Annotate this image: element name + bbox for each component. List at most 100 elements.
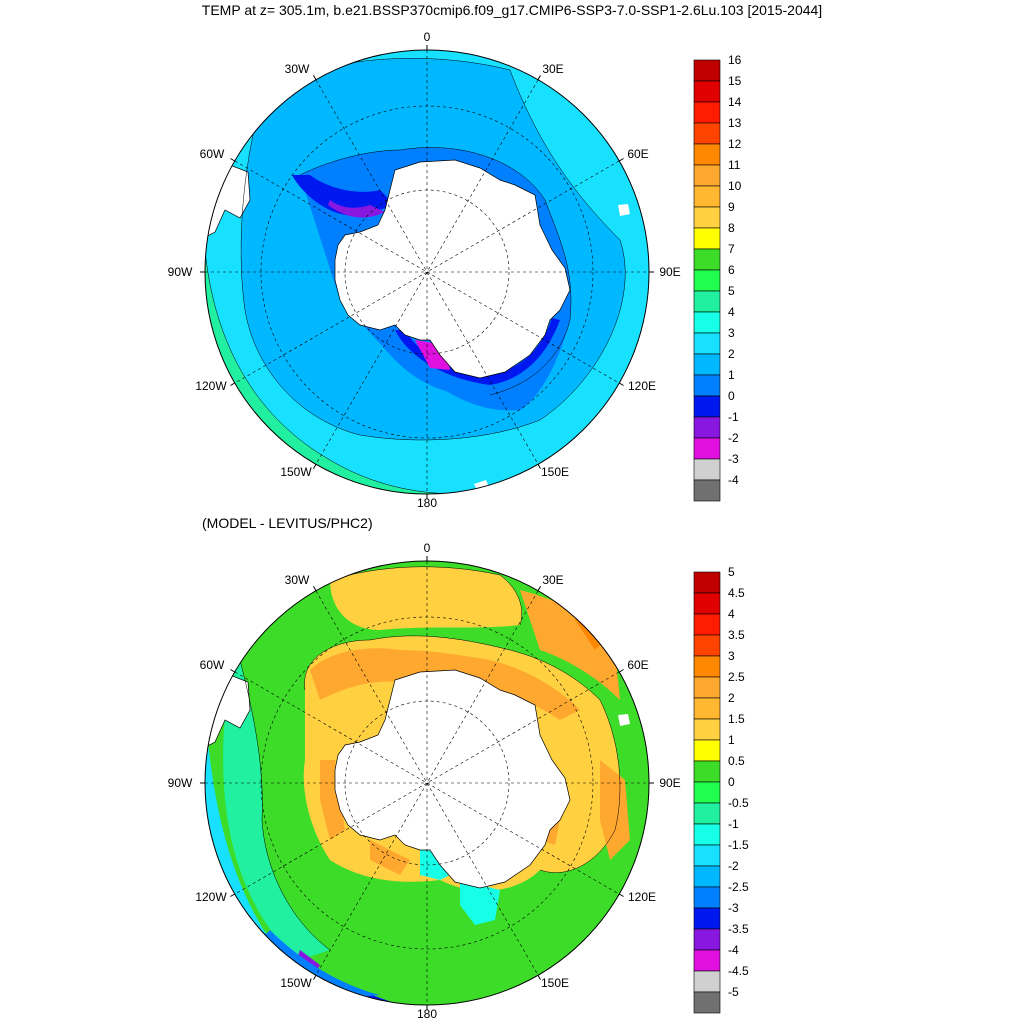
colorbar-swatch (693, 311, 721, 334)
longitude-tick (537, 975, 541, 980)
colorbar-swatch (693, 823, 721, 846)
colorbar-tick-label: -1 (728, 410, 739, 424)
lon-label-120w: 120W (195, 379, 227, 393)
colorbar-tick-label: 16 (728, 53, 742, 67)
colorbar-tick-label: -5 (728, 985, 739, 999)
lon-label-90w: 90W (168, 776, 193, 790)
colorbar-swatch (693, 844, 721, 867)
colorbar-swatch (693, 206, 721, 229)
longitude-tick (619, 669, 624, 673)
colorbar-tick-label: -2 (728, 859, 739, 873)
colorbar-tick-label: 4.5 (728, 586, 745, 600)
colorbar-swatch (693, 907, 721, 930)
colorbar-tick-label: -3 (728, 452, 739, 466)
colorbar-swatch (693, 760, 721, 783)
colorbar-swatch (693, 697, 721, 720)
temperature-map: 0 30E 60E 90E 120E 150E 180 150W 120W 90… (168, 30, 681, 510)
longitude-tick (313, 975, 317, 980)
colorbar-swatch (693, 458, 721, 481)
colorbar-tick-label: -1.5 (728, 838, 749, 852)
lon-label-60w: 60W (200, 147, 225, 161)
longitude-tick (537, 586, 541, 591)
colorbar-tick-label: -4 (728, 473, 739, 487)
longitude-tick (230, 382, 235, 386)
colorbar-tick-label: -4 (728, 943, 739, 957)
colorbar-tick-label: 5 (728, 284, 735, 298)
colorbar-swatch (693, 416, 721, 439)
colorbar-tick-label: 4 (728, 305, 735, 319)
colorbar-swatch (693, 353, 721, 376)
colorbar-tick-label: 0.5 (728, 754, 745, 768)
colorbar-swatch (693, 718, 721, 741)
longitude-tick (313, 464, 317, 469)
colorbar-swatch (693, 269, 721, 292)
colorbar-tick-label: 3 (728, 326, 735, 340)
lon-label-150w: 150W (280, 976, 312, 990)
colorbar-tick-label: 14 (728, 95, 742, 109)
colorbar-swatch (693, 739, 721, 762)
colorbar-swatch (693, 395, 721, 418)
colorbar-swatch (693, 80, 721, 103)
longitude-tick (313, 586, 317, 591)
colorbar-swatch (693, 949, 721, 972)
colorbar-tick-label: 11 (728, 158, 741, 172)
difference-colorbar: 5 4.5 4 3.5 3 2.5 2 1.5 1 0.5 0 -0.5 -1 -1.5 -2 -2.5 -3 -… (693, 565, 749, 1014)
colorbar-tick-label: -2 (728, 431, 739, 445)
difference-map: 0 30E 60E 90E 120E 150E 180 150W 120W 90… (168, 541, 681, 1021)
colorbar-swatch (693, 676, 721, 699)
longitude-tick (619, 158, 624, 162)
colorbar-tick-label: 2 (728, 691, 735, 705)
colorbar-tick-label: 1 (728, 368, 735, 382)
colorbar-tick-label: 0 (728, 775, 735, 789)
colorbar-swatch (693, 613, 721, 636)
lon-label-90w: 90W (168, 265, 193, 279)
colorbar-tick-label: -1 (728, 817, 739, 831)
colorbar-tick-label: -3.5 (728, 922, 749, 936)
colorbar-swatch (693, 970, 721, 993)
colorbar-tick-label: 9 (728, 200, 735, 214)
temperature-field (205, 50, 649, 494)
colorbar-swatch (693, 59, 721, 82)
lon-label-60e: 60E (627, 147, 648, 161)
colorbar-tick-label: 10 (728, 179, 742, 193)
lon-label-30e: 30E (542, 62, 563, 76)
colorbar-swatch (693, 634, 721, 657)
colorbar-tick-label: 4 (728, 607, 735, 621)
colorbar-tick-label: 15 (728, 74, 742, 88)
lon-label-150e: 150E (541, 465, 569, 479)
colorbar-swatch (693, 290, 721, 313)
colorbar-swatch (693, 227, 721, 250)
lon-label-90e: 90E (659, 265, 680, 279)
colorbar-tick-label: -4.5 (728, 964, 749, 978)
colorbar-tick-label: 1.5 (728, 712, 745, 726)
longitude-tick (537, 75, 541, 80)
lon-label-150w: 150W (280, 465, 312, 479)
colorbar-tick-label: -2.5 (728, 880, 749, 894)
colorbar-swatch (693, 437, 721, 460)
lon-label-90e: 90E (659, 776, 680, 790)
longitude-tick (537, 464, 541, 469)
lon-label-120e: 120E (628, 379, 656, 393)
colorbar-swatch (693, 479, 721, 502)
colorbar-tick-label: -3 (728, 901, 739, 915)
colorbar-swatch (693, 592, 721, 615)
longitude-tick (230, 158, 235, 162)
longitude-tick (619, 893, 624, 897)
colorbar-swatch (693, 374, 721, 397)
lon-label-120w: 120W (195, 890, 227, 904)
lon-label-0: 0 (424, 30, 431, 44)
colorbar-tick-label: 2.5 (728, 670, 745, 684)
colorbar-swatch (693, 865, 721, 888)
difference-field (205, 561, 649, 1005)
colorbar-tick-label: 0 (728, 389, 735, 403)
longitude-tick (619, 382, 624, 386)
colorbar-swatch (693, 886, 721, 909)
colorbar-swatch (693, 781, 721, 804)
colorbar-swatch (693, 802, 721, 825)
colorbar-tick-label: 7 (728, 242, 735, 256)
colorbar-swatch (693, 571, 721, 594)
lon-label-180: 180 (417, 496, 437, 510)
longitude-tick (230, 893, 235, 897)
longitude-tick (230, 669, 235, 673)
